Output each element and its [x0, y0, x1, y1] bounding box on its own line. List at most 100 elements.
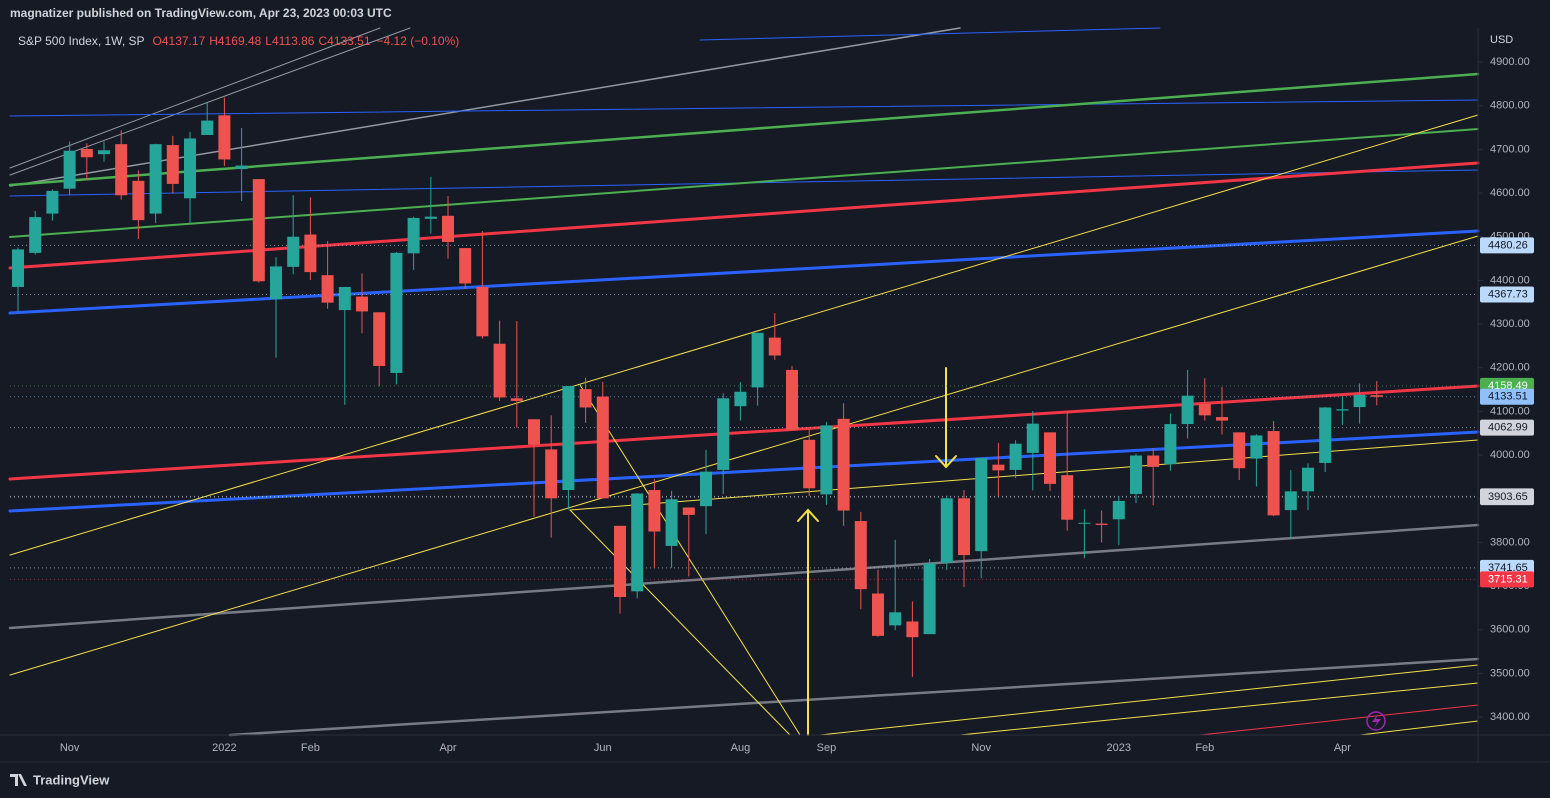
- candle-body: [373, 312, 386, 366]
- trend-line: [8, 384, 1480, 481]
- candle-body: [579, 389, 592, 408]
- x-tick-label: Nov: [971, 742, 991, 754]
- candle-body: [1130, 455, 1142, 494]
- candle-body: [510, 398, 523, 401]
- y-tick-label: 4400.00: [1490, 274, 1530, 286]
- candle-body: [1009, 443, 1022, 470]
- price-level-label: 4480.26: [1488, 239, 1528, 251]
- price-level-box: [1480, 237, 1534, 254]
- candle-body: [648, 490, 661, 532]
- candle-body: [837, 418, 850, 511]
- x-tick-label: Jun: [594, 742, 612, 754]
- candle-body: [493, 343, 506, 398]
- y-tick-label: 4700.00: [1490, 143, 1530, 155]
- candle-body: [717, 398, 730, 470]
- candle-body: [304, 234, 317, 273]
- axis-unit: USD: [1490, 34, 1513, 46]
- x-tick-label: Feb: [301, 742, 320, 754]
- price-level-label: 3715.31: [1488, 573, 1528, 585]
- published-note: magnatizer published on TradingView.com,…: [10, 6, 392, 20]
- candle-body: [115, 144, 128, 196]
- candle-body: [682, 507, 695, 515]
- trend-line: [8, 72, 1480, 187]
- candle-body: [734, 391, 747, 407]
- alert-icon-bolt: [1372, 714, 1381, 728]
- legend-value: H4169.48: [209, 34, 261, 48]
- candle-body: [459, 248, 472, 284]
- candle-body: [63, 150, 76, 189]
- candle-body: [923, 563, 936, 635]
- trend-line: [699, 27, 1161, 41]
- y-tick-label: 4200.00: [1490, 362, 1530, 374]
- trend-line: [9, 114, 1479, 556]
- candle-body: [631, 493, 644, 592]
- candle-body: [424, 216, 437, 219]
- candle-body: [1026, 423, 1039, 453]
- price-axis: 3400.003500.003600.003700.003800.003900.…: [1478, 56, 1534, 723]
- trend-line: [9, 27, 381, 169]
- trend-line: [8, 229, 1480, 315]
- candle-body: [321, 275, 334, 303]
- candle-body: [390, 252, 403, 373]
- price-level-label: 3741.65: [1488, 562, 1528, 574]
- y-tick-label: 3500.00: [1490, 667, 1530, 679]
- alert-icon[interactable]: [1366, 711, 1386, 731]
- legend-value: O4137.17: [153, 34, 206, 48]
- arrow-head: [797, 508, 819, 522]
- candle-body: [975, 458, 988, 552]
- brand: TradingView: [33, 772, 110, 787]
- price-level-label: 4158.49: [1488, 380, 1528, 392]
- candle-body: [1078, 522, 1091, 524]
- brand-logo: [10, 774, 27, 786]
- x-tick-label: Nov: [60, 742, 80, 754]
- candle-body: [287, 236, 300, 267]
- candle-body: [596, 396, 609, 499]
- candle-body: [476, 286, 489, 337]
- candle-body: [872, 593, 884, 636]
- trend-line: [819, 664, 1479, 736]
- y-tick-label: 4000.00: [1490, 449, 1530, 461]
- candle-body: [1198, 403, 1211, 416]
- y-tick-label: 4600.00: [1490, 187, 1530, 199]
- candle-body: [1061, 475, 1074, 520]
- candle-body: [1164, 424, 1177, 465]
- x-tick-label: Aug: [731, 742, 751, 754]
- y-tick-label: 3600.00: [1490, 624, 1530, 636]
- candle-body: [1336, 409, 1349, 411]
- candle-body: [1284, 491, 1297, 511]
- candle-body: [562, 386, 575, 491]
- candle-body: [184, 138, 196, 199]
- candle-body: [166, 145, 179, 184]
- candle-body: [1112, 500, 1125, 520]
- trend-line: [1359, 720, 1479, 736]
- price-level-label: 4133.51: [1488, 391, 1528, 403]
- candle-body: [201, 120, 214, 135]
- candle-body: [1250, 435, 1263, 459]
- price-level-box: [1480, 489, 1534, 506]
- candle-body: [1147, 455, 1160, 467]
- y-tick-label: 3400.00: [1490, 711, 1530, 723]
- price-level-label: 4367.73: [1488, 288, 1528, 300]
- x-tick-label: 2023: [1107, 742, 1131, 754]
- candle-body: [407, 217, 420, 254]
- trend-line: [579, 384, 801, 736]
- candle-body: [906, 621, 919, 638]
- y-tick-label: 3800.00: [1490, 536, 1530, 548]
- price-level-box: [1480, 286, 1534, 303]
- trend-line: [228, 657, 1480, 737]
- candle-body: [1302, 467, 1314, 492]
- time-axis: Nov 2022 Feb Apr Jun Aug Sep Nov 2023 Feb Apr: [60, 742, 1351, 754]
- candle-body: [356, 296, 368, 312]
- x-tick-label: Sep: [817, 742, 837, 754]
- candle-body: [940, 498, 953, 563]
- price-level-box: [1480, 419, 1534, 436]
- legend-value: −4.12 (−0.10%): [377, 34, 460, 48]
- candle-body: [958, 498, 970, 556]
- candle-body: [1267, 431, 1280, 516]
- y-tick-label: 4300.00: [1490, 318, 1530, 330]
- candle-body: [1370, 395, 1383, 397]
- candle-body: [218, 115, 231, 160]
- x-tick-label: 2022: [212, 742, 236, 754]
- trend-line: [9, 235, 1479, 676]
